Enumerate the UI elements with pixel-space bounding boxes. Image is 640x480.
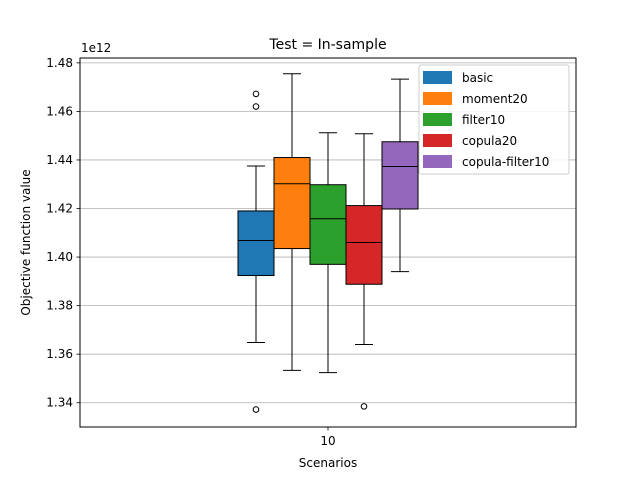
x-tick-label: 10: [320, 434, 335, 448]
box-basic: [237, 90, 275, 413]
legend-label: copula20: [462, 134, 517, 148]
iqr-box: [237, 210, 275, 277]
y-tick-label: 1.40: [46, 250, 73, 264]
outlier-point: [252, 90, 260, 98]
chart-title: Test = In-sample: [268, 37, 386, 53]
legend-label: filter10: [462, 113, 505, 127]
box-layer: [237, 73, 419, 413]
legend-swatch: [423, 155, 452, 168]
legend-swatch: [423, 92, 452, 105]
legend-label: copula-filter10: [462, 155, 549, 169]
x-axis: 10: [320, 427, 336, 448]
outlier-point: [252, 406, 260, 413]
y-tick-label: 1.48: [46, 56, 73, 70]
iqr-box: [273, 157, 311, 250]
y-tick-label: 1.34: [46, 396, 73, 410]
box-filter10: [309, 132, 347, 374]
legend-frame: [418, 64, 570, 175]
y-axis: 1.34 1.36 1.38 1.40 1.42 1.44 1.46 1.48: [46, 56, 80, 410]
box-moment20: [273, 73, 311, 371]
legend-swatch: [423, 134, 452, 147]
y-tick-label: 1.44: [46, 153, 73, 167]
y-tick-label: 1.38: [46, 299, 73, 313]
outlier-point: [252, 103, 260, 110]
box-copula20: [345, 133, 383, 410]
y-offset-label: 1e12: [81, 41, 111, 55]
legend-label: basic: [462, 71, 493, 85]
outlier-point: [360, 403, 368, 410]
y-tick-label: 1.36: [46, 347, 73, 361]
y-tick-label: 1.42: [46, 202, 73, 216]
x-axis-label: Scenarios: [299, 456, 357, 470]
legend-swatch: [423, 71, 452, 84]
iqr-box: [381, 141, 419, 210]
legend: basic moment20 filter10 copula20 copula-filt…: [418, 64, 570, 175]
y-tick-label: 1.46: [46, 104, 73, 118]
legend-label: moment20: [462, 92, 528, 106]
box-copula-filter10: [381, 78, 419, 273]
y-axis-label: Objective function value: [19, 169, 33, 315]
iqr-box: [309, 184, 347, 265]
iqr-box: [345, 205, 383, 285]
legend-swatch: [423, 113, 452, 126]
